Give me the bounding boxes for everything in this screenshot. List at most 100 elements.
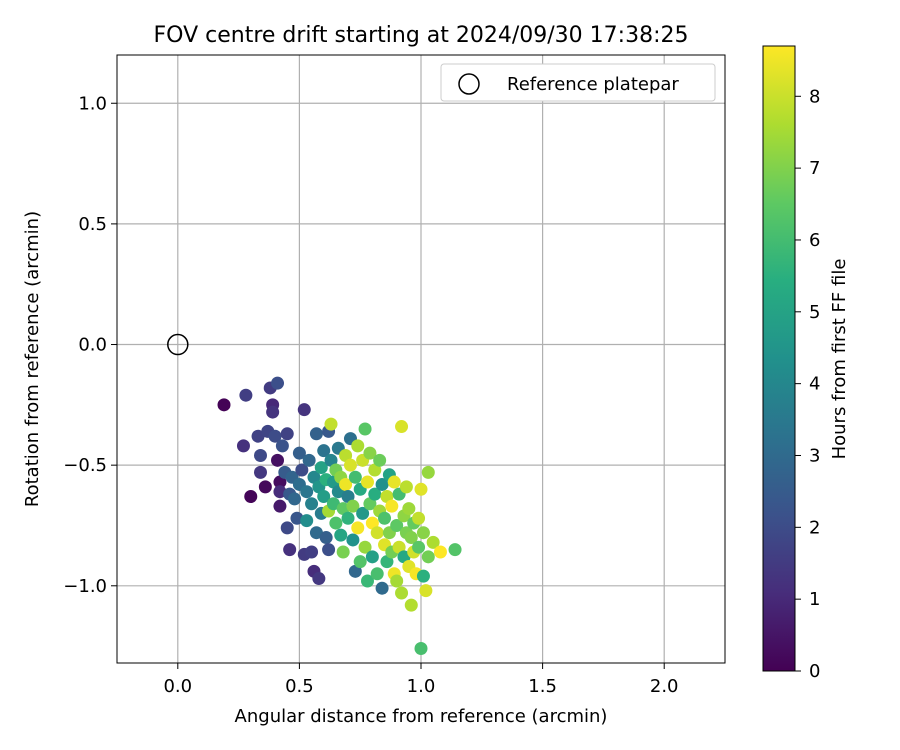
data-point bbox=[380, 555, 394, 569]
data-point bbox=[370, 567, 384, 581]
data-point bbox=[399, 480, 413, 494]
data-point bbox=[346, 499, 360, 513]
data-point bbox=[358, 540, 372, 554]
data-point bbox=[273, 499, 287, 513]
data-point bbox=[339, 477, 353, 491]
data-point bbox=[266, 405, 280, 419]
data-point bbox=[368, 487, 382, 501]
data-point bbox=[283, 543, 297, 557]
data-point bbox=[365, 516, 379, 530]
data-point bbox=[268, 429, 282, 443]
colorbar: 0 1 2 3 4 5 6 7 8 Hours from first FF file bbox=[762, 45, 850, 682]
data-point bbox=[275, 439, 289, 453]
data-point bbox=[392, 540, 406, 554]
data-point bbox=[356, 506, 370, 520]
data-point bbox=[414, 482, 428, 496]
data-point bbox=[258, 480, 272, 494]
data-point bbox=[305, 545, 319, 559]
x-tick-label: 2.0 bbox=[650, 676, 679, 697]
colorbar-tick-label: 4 bbox=[809, 374, 820, 395]
data-point bbox=[253, 449, 267, 463]
data-point bbox=[363, 497, 377, 511]
data-point bbox=[341, 490, 355, 504]
y-tick-label: 0.0 bbox=[78, 335, 107, 356]
colorbar-tick-label: 7 bbox=[809, 158, 820, 179]
data-point bbox=[363, 446, 377, 460]
colorbar-gradient bbox=[762, 45, 796, 672]
data-point bbox=[416, 526, 430, 540]
colorbar-label: Hours from first FF file bbox=[829, 259, 850, 460]
y-tick-label: −0.5 bbox=[63, 455, 107, 476]
data-point bbox=[288, 492, 302, 506]
data-point bbox=[273, 475, 287, 489]
colorbar-tick-label: 8 bbox=[809, 86, 820, 107]
data-point bbox=[353, 555, 367, 569]
data-point bbox=[309, 427, 323, 441]
data-point bbox=[251, 429, 265, 443]
data-point bbox=[414, 642, 428, 656]
data-point bbox=[368, 463, 382, 477]
data-point bbox=[358, 422, 372, 436]
data-point bbox=[324, 453, 338, 467]
data-point bbox=[351, 521, 365, 535]
x-axis-ticks: 0.0 0.5 1.0 1.5 2.0 bbox=[163, 663, 679, 697]
data-point bbox=[433, 545, 447, 559]
data-point bbox=[395, 586, 409, 600]
data-point bbox=[412, 511, 426, 525]
data-point bbox=[341, 511, 355, 525]
y-tick-label: 0.5 bbox=[78, 214, 107, 235]
data-point bbox=[236, 439, 250, 453]
data-point bbox=[297, 403, 311, 417]
data-point bbox=[395, 420, 409, 434]
data-point bbox=[307, 470, 321, 484]
data-point bbox=[217, 398, 231, 412]
data-point bbox=[380, 490, 394, 504]
data-point bbox=[348, 470, 362, 484]
colorbar-tick-label: 3 bbox=[809, 445, 820, 466]
data-point bbox=[300, 514, 314, 528]
data-point bbox=[370, 526, 384, 540]
data-point bbox=[336, 545, 350, 559]
data-point bbox=[426, 535, 440, 549]
chart-title: FOV centre drift starting at 2024/09/30 … bbox=[154, 23, 689, 48]
data-point bbox=[375, 477, 389, 491]
data-point bbox=[351, 439, 365, 453]
data-point bbox=[309, 526, 323, 540]
data-point bbox=[336, 502, 350, 516]
y-tick-label: 1.0 bbox=[78, 93, 107, 114]
data-point bbox=[448, 543, 462, 557]
data-point bbox=[290, 511, 304, 525]
data-point bbox=[378, 511, 392, 525]
data-point bbox=[319, 531, 333, 545]
plot-frame bbox=[116, 54, 726, 664]
data-point bbox=[295, 463, 309, 477]
data-point bbox=[317, 444, 331, 458]
x-tick-label: 1.0 bbox=[407, 676, 436, 697]
colorbar-tick-label: 6 bbox=[809, 230, 820, 251]
data-point bbox=[343, 458, 357, 472]
data-point bbox=[416, 569, 430, 583]
data-point bbox=[346, 533, 360, 547]
data-point bbox=[360, 574, 374, 588]
data-point bbox=[402, 502, 416, 516]
data-point bbox=[280, 521, 294, 535]
x-tick-label: 0.0 bbox=[163, 676, 192, 697]
data-point bbox=[390, 574, 404, 588]
y-axis-label: Rotation from reference (arcmin) bbox=[22, 211, 43, 507]
data-point bbox=[419, 584, 433, 598]
legend-box bbox=[440, 63, 716, 102]
data-point bbox=[324, 417, 338, 431]
data-point bbox=[339, 449, 353, 463]
data-point bbox=[404, 598, 418, 612]
data-point bbox=[348, 564, 362, 578]
reference-platepar-marker bbox=[167, 333, 189, 356]
data-point bbox=[421, 550, 435, 564]
x-tick-label: 0.5 bbox=[285, 676, 314, 697]
data-point bbox=[375, 581, 389, 595]
data-point bbox=[271, 453, 285, 467]
reference-marker-group bbox=[167, 333, 189, 356]
data-point bbox=[322, 543, 336, 557]
data-point bbox=[314, 461, 328, 475]
grid bbox=[117, 55, 725, 663]
